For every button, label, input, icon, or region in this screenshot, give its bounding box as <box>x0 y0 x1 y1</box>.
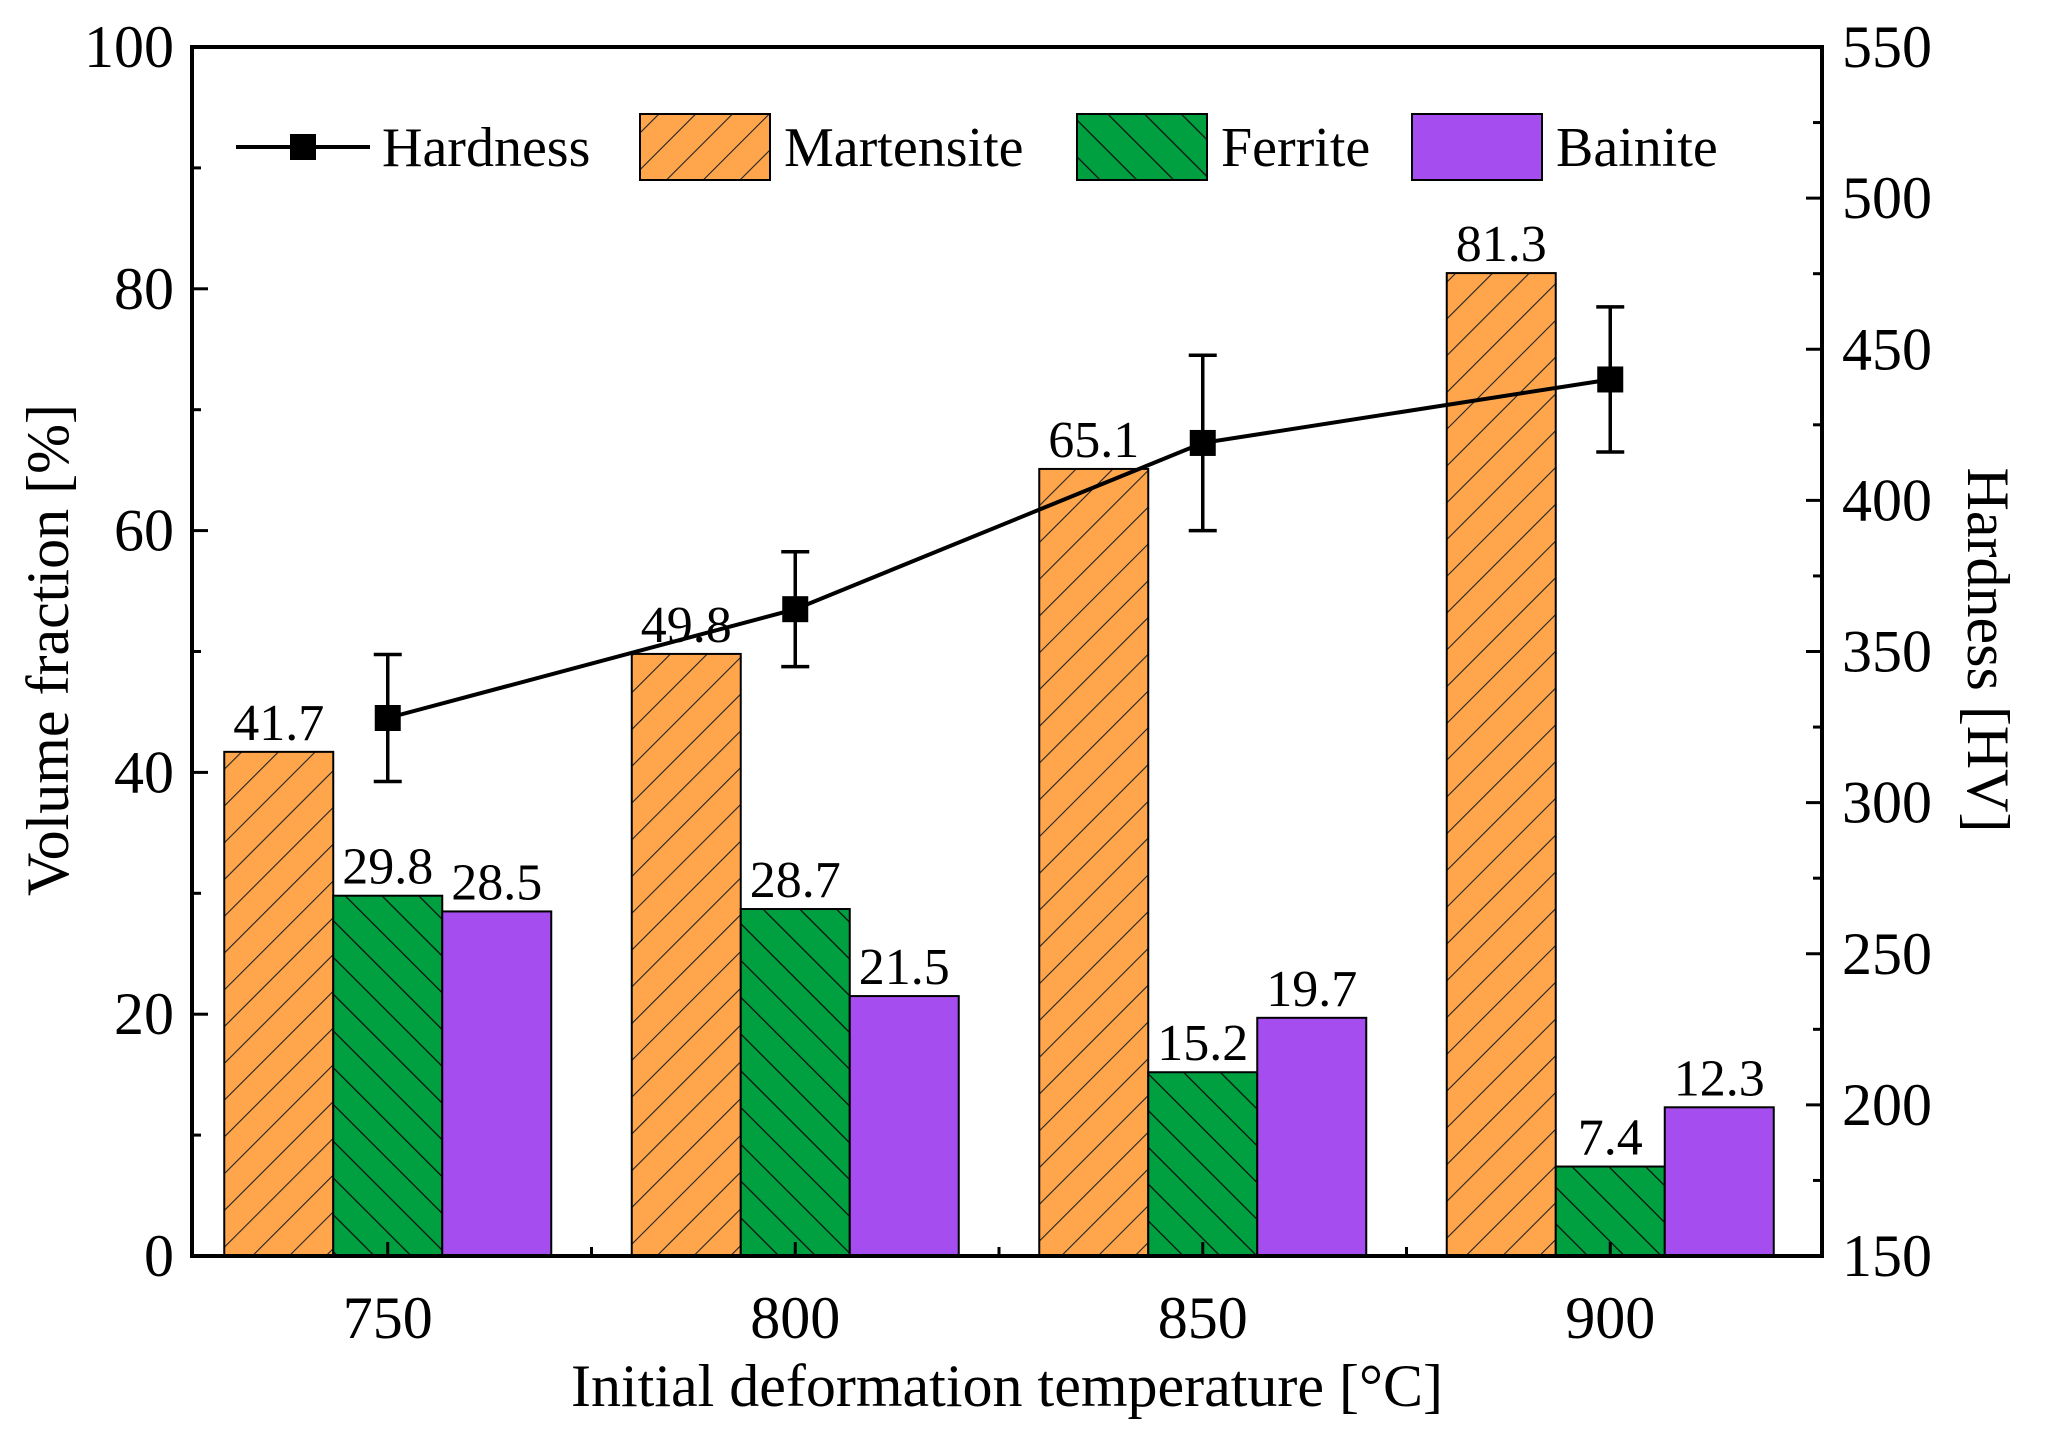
legend-hardness-marker <box>290 134 316 160</box>
bar-bainite-850 <box>1256 1016 1368 1258</box>
legend-label-bainite: Bainite <box>1556 117 1718 179</box>
data-label-ferrite-750: 29.8 <box>342 839 433 896</box>
bar-ferrite-750 <box>332 894 444 1258</box>
data-label-ferrite-800: 28.7 <box>750 852 841 909</box>
bar-martensite-750 <box>223 750 335 1257</box>
bar-ferrite-850 <box>1147 1071 1259 1258</box>
data-label-bainite-750: 28.5 <box>451 854 542 911</box>
legend-label-martensite: Martensite <box>784 117 1023 179</box>
data-label-ferrite-900: 7.4 <box>1578 1110 1643 1167</box>
bar-ferrite-800 <box>739 908 851 1258</box>
data-label-bainite-850: 19.7 <box>1266 961 1357 1018</box>
y-tick-label-60: 60 <box>114 498 174 564</box>
legend-swatch-bainite <box>1411 113 1543 181</box>
y-tick-label-40: 40 <box>114 739 174 805</box>
left-axis: 0 20 40 60 80 100 <box>84 14 208 1289</box>
hardness-point-850 <box>1189 429 1216 456</box>
legend: Hardness Martensite Ferrite Bainite <box>236 113 1718 181</box>
data-label-martensite-750: 41.7 <box>233 695 324 752</box>
bar-ferrite-900 <box>1554 1165 1666 1258</box>
x-tick-label-850: 850 <box>1158 1285 1248 1351</box>
x-tick-label-750: 750 <box>343 1285 433 1351</box>
y-axis-title: Volume fraction [%] <box>15 404 81 896</box>
y-tick-label-0: 0 <box>144 1223 174 1289</box>
bar-bainite-750 <box>441 910 553 1257</box>
bars-layer <box>223 272 1775 1258</box>
data-label-martensite-850: 65.1 <box>1048 412 1139 469</box>
y2-tick-label-500: 500 <box>1842 165 1932 231</box>
bar-martensite-900 <box>1445 272 1557 1257</box>
data-label-martensite-900: 81.3 <box>1456 216 1547 273</box>
y-tick-label-80: 80 <box>114 256 174 322</box>
y-tick-label-100: 100 <box>84 14 174 80</box>
bar-bainite-800 <box>848 995 960 1257</box>
hardness-line-layer <box>373 305 1625 784</box>
y2-tick-label-450: 450 <box>1842 316 1932 382</box>
data-label-ferrite-850: 15.2 <box>1157 1015 1248 1072</box>
y2-axis-title: Hardness [HV] <box>1955 468 2021 833</box>
hardness-point-750 <box>374 704 401 731</box>
y2-tick-label-400: 400 <box>1842 467 1932 533</box>
legend-label-ferrite: Ferrite <box>1221 117 1370 179</box>
y2-tick-label-550: 550 <box>1842 14 1932 80</box>
bar-bainite-900 <box>1663 1106 1775 1257</box>
hardness-point-900 <box>1597 366 1624 393</box>
y2-tick-label-150: 150 <box>1842 1223 1932 1289</box>
data-label-bainite-900: 12.3 <box>1674 1050 1765 1107</box>
right-axis: 150 200 250 300 350 400 450 500 550 <box>1806 14 1932 1289</box>
y-tick-label-20: 20 <box>114 981 174 1047</box>
data-label-bainite-800: 21.5 <box>859 939 950 996</box>
legend-swatch-martensite <box>639 113 771 181</box>
x-axis: 750 800 850 900 <box>343 1242 1655 1351</box>
bar-martensite-850 <box>1038 467 1150 1258</box>
legend-label-hardness: Hardness <box>382 117 590 179</box>
legend-swatch-ferrite <box>1076 113 1208 181</box>
y2-tick-label-200: 200 <box>1842 1072 1932 1138</box>
data-label-martensite-800: 49.8 <box>641 597 732 654</box>
bar-martensite-800 <box>630 652 742 1257</box>
x-axis-title: Initial deformation temperature [°C] <box>571 1353 1443 1419</box>
data-labels-layer: 41.7 29.8 28.5 49.8 28.7 21.5 65.1 15.2 19.7 81.3… <box>233 216 1765 1166</box>
x-tick-label-800: 800 <box>750 1285 840 1351</box>
hardness-line <box>387 377 1611 720</box>
x-tick-label-900: 900 <box>1565 1285 1655 1351</box>
y2-tick-label-350: 350 <box>1842 619 1932 685</box>
y2-tick-label-250: 250 <box>1842 921 1932 987</box>
hardness-point-800 <box>782 596 809 623</box>
y2-tick-label-300: 300 <box>1842 770 1932 836</box>
